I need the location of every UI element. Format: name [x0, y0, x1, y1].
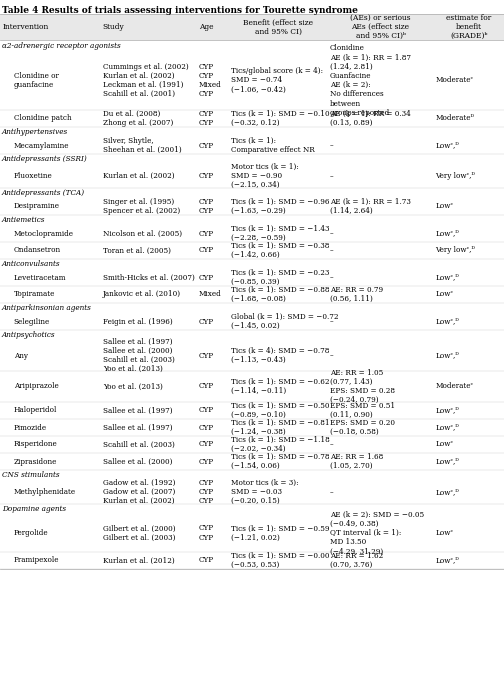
Text: Kurlan et al. (2012): Kurlan et al. (2012): [103, 557, 174, 565]
Text: CYP: CYP: [199, 383, 214, 390]
Text: CYP
CYP: CYP CYP: [199, 524, 214, 542]
Text: Fluoxetine: Fluoxetine: [14, 172, 52, 180]
Text: Lowᶜ,ᴰ: Lowᶜ,ᴰ: [435, 142, 459, 150]
Text: Tics (k = 1): SMD = −1.18
(−2.02, −0.34): Tics (k = 1): SMD = −1.18 (−2.02, −0.34): [231, 436, 330, 453]
Text: Toran et al. (2005): Toran et al. (2005): [103, 247, 171, 255]
Text: Lowᶜ,ᴰ: Lowᶜ,ᴰ: [435, 557, 459, 565]
Text: Clonidine patch: Clonidine patch: [14, 115, 71, 123]
Text: CYP: CYP: [199, 317, 214, 326]
Text: CYP: CYP: [199, 172, 214, 180]
Text: Tics (k = 1): SMD = −0.00
(−0.53, 0.53): Tics (k = 1): SMD = −0.00 (−0.53, 0.53): [231, 552, 330, 569]
Text: Lowᶜ,ᴰ: Lowᶜ,ᴰ: [435, 230, 459, 237]
Text: CYP: CYP: [199, 230, 214, 237]
Text: Sallee et al. (1997)
Sallee et al. (2000)
Scahill et al. (2003)
Yoo et al. (2013: Sallee et al. (1997) Sallee et al. (2000…: [103, 338, 175, 373]
Text: Lowᶜ: Lowᶜ: [435, 441, 454, 448]
Text: Haloperidol: Haloperidol: [14, 406, 57, 415]
Text: Tics (k = 4): SMD = −0.78
(−1.13, −0.43): Tics (k = 4): SMD = −0.78 (−1.13, −0.43): [231, 347, 330, 364]
Text: Selegiline: Selegiline: [14, 317, 50, 326]
Text: (AEs) or serious
AEs (effect size
and 95% CI)ᵇ: (AEs) or serious AEs (effect size and 95…: [350, 13, 411, 40]
Text: AE: RR = 1.62
(0.70, 3.76): AE: RR = 1.62 (0.70, 3.76): [330, 552, 383, 569]
Text: Dopamine agents: Dopamine agents: [2, 505, 66, 513]
Text: Scahill et al. (2003): Scahill et al. (2003): [103, 441, 175, 448]
Text: Lowᶜ: Lowᶜ: [435, 202, 454, 210]
Text: AE (k = 2): SMD = −0.05
(−0.49, 0.38)
QT interval (k = 1):
MD 13.50
(−4.29, 31.2: AE (k = 2): SMD = −0.05 (−0.49, 0.38) QT…: [330, 511, 424, 555]
Text: AE (k = 1): RR = 1.73
(1.14, 2.64): AE (k = 1): RR = 1.73 (1.14, 2.64): [330, 198, 410, 215]
Text: Intervention: Intervention: [3, 23, 49, 31]
Text: Metoclopramide: Metoclopramide: [14, 230, 74, 237]
Text: CYP: CYP: [199, 406, 214, 415]
Text: Lowᶜ,ᴰ: Lowᶜ,ᴰ: [435, 274, 459, 282]
Text: CYP: CYP: [199, 142, 214, 150]
Text: Mixed: Mixed: [199, 290, 221, 299]
Text: –: –: [330, 247, 333, 255]
Text: Anticonvulsants: Anticonvulsants: [2, 260, 60, 268]
Text: Antiemetics: Antiemetics: [2, 216, 45, 224]
Text: Tics (k = 1): SMD = −0.81
(−1.24, −0.38): Tics (k = 1): SMD = −0.81 (−1.24, −0.38): [231, 419, 330, 436]
Text: Clonidine or
guanfacine: Clonidine or guanfacine: [14, 72, 58, 89]
Text: CYP: CYP: [199, 557, 214, 565]
Text: Benefit (effect size
and 95% CI): Benefit (effect size and 95% CI): [243, 18, 313, 36]
Text: AE: RR = 0.79
(0.56, 1.11): AE: RR = 0.79 (0.56, 1.11): [330, 286, 383, 303]
Text: Moderateᶜ: Moderateᶜ: [435, 77, 473, 84]
Text: Motor tics (k = 3):
SMD = −0.03
(−0.20, 0.15): Motor tics (k = 3): SMD = −0.03 (−0.20, …: [231, 479, 299, 506]
Text: Singer et al. (1995)
Spencer et al. (2002): Singer et al. (1995) Spencer et al. (200…: [103, 198, 180, 215]
Text: CYP: CYP: [199, 247, 214, 255]
Text: CYP: CYP: [199, 458, 214, 466]
Text: CYP
CYP
Mixed
CYP: CYP CYP Mixed CYP: [199, 63, 221, 98]
Text: CYP
CYP: CYP CYP: [199, 198, 214, 215]
Text: Tics (k = 1): SMD = −0.96
(−1.63, −0.29): Tics (k = 1): SMD = −0.96 (−1.63, −0.29): [231, 198, 330, 215]
Text: Pergolide: Pergolide: [14, 529, 48, 537]
Text: Lowᶜ: Lowᶜ: [435, 529, 454, 537]
Text: Lowᶜ,ᴰ: Lowᶜ,ᴰ: [435, 406, 459, 415]
Text: Levetiracetam: Levetiracetam: [14, 274, 66, 282]
Text: Tics (k = 1): SMD = −0.10
(−0.32, 0.12): Tics (k = 1): SMD = −0.10 (−0.32, 0.12): [231, 110, 330, 127]
Text: Tics (k = 1): SMD = −0.23
(−0.85, 0.39): Tics (k = 1): SMD = −0.23 (−0.85, 0.39): [231, 269, 330, 286]
Text: Gilbert et al. (2000)
Gilbert et al. (2003): Gilbert et al. (2000) Gilbert et al. (20…: [103, 524, 175, 542]
Text: Sallee et al. (2000): Sallee et al. (2000): [103, 458, 172, 466]
Text: Moderateᴰ: Moderateᴰ: [435, 115, 475, 123]
Text: Very lowᶜ,ᴰ: Very lowᶜ,ᴰ: [435, 172, 475, 180]
Text: Lowᶜ,ᴰ: Lowᶜ,ᴰ: [435, 317, 459, 326]
Text: –: –: [330, 274, 333, 282]
Text: CYP: CYP: [199, 274, 214, 282]
Text: α2-adrenergic receptor agonists: α2-adrenergic receptor agonists: [2, 42, 121, 50]
Text: Lowᶜ,ᴰ: Lowᶜ,ᴰ: [435, 423, 459, 431]
Text: AE (k = 1): RR = 0.34
(0.13, 0.89): AE (k = 1): RR = 0.34 (0.13, 0.89): [330, 110, 410, 127]
Text: CNS stimulants: CNS stimulants: [2, 471, 59, 479]
Text: Lowᶜ,ᴰ: Lowᶜ,ᴰ: [435, 458, 459, 466]
Text: Jankovic et al. (2010): Jankovic et al. (2010): [103, 290, 181, 299]
Text: EPS: SMD = 0.51
(0.11, 0.90): EPS: SMD = 0.51 (0.11, 0.90): [330, 402, 395, 419]
Text: Tics (k = 1): SMD = −0.62
(−1.14, −0.11): Tics (k = 1): SMD = −0.62 (−1.14, −0.11): [231, 378, 330, 395]
Text: Tics (k = 1): SMD = −0.78
(−1.54, 0.06): Tics (k = 1): SMD = −0.78 (−1.54, 0.06): [231, 453, 330, 470]
Text: estimate for
benefit
(GRADE)ᵇ: estimate for benefit (GRADE)ᵇ: [446, 13, 491, 40]
Text: Age: Age: [199, 23, 213, 31]
Text: Tics/global score (k = 4):
SMD = −0.74
(−1.06, −0.42): Tics/global score (k = 4): SMD = −0.74 (…: [231, 67, 324, 94]
Text: Lowᶜ: Lowᶜ: [435, 290, 454, 299]
Text: Tics (k = 1):
Comparative effect NR: Tics (k = 1): Comparative effect NR: [231, 137, 315, 154]
Text: Sallee et al. (1997): Sallee et al. (1997): [103, 423, 172, 431]
Text: Moderateᶜ: Moderateᶜ: [435, 383, 473, 390]
Text: Desipramine: Desipramine: [14, 202, 59, 210]
Text: Tics (k = 1): SMD = −0.88
(−1.68, −0.08): Tics (k = 1): SMD = −0.88 (−1.68, −0.08): [231, 286, 330, 303]
Text: Tics (k = 1): SMD = −0.50
(−0.89, −0.10): Tics (k = 1): SMD = −0.50 (−0.89, −0.10): [231, 402, 330, 419]
Text: CYP
CYP
CYP: CYP CYP CYP: [199, 479, 214, 506]
Text: Tics (k = 1): SMD = −0.59
(−1.21, 0.02): Tics (k = 1): SMD = −0.59 (−1.21, 0.02): [231, 524, 330, 542]
Text: AE: RR = 1.68
(1.05, 2.70): AE: RR = 1.68 (1.05, 2.70): [330, 453, 383, 470]
Text: Antipsychotics: Antipsychotics: [2, 331, 55, 339]
Text: Very lowᶜ,ᴰ: Very lowᶜ,ᴰ: [435, 247, 475, 255]
Text: Pramipexole: Pramipexole: [14, 557, 59, 565]
Text: –: –: [330, 142, 333, 150]
Text: Any: Any: [14, 352, 28, 359]
Text: Tics (k = 1): SMD = −1.43
(−2.28, −0.59): Tics (k = 1): SMD = −1.43 (−2.28, −0.59): [231, 225, 330, 242]
Text: CYP: CYP: [199, 441, 214, 448]
Text: Methylphenidate: Methylphenidate: [14, 488, 76, 496]
Text: Ziprasidone: Ziprasidone: [14, 458, 57, 466]
Text: Feigin et al. (1996): Feigin et al. (1996): [103, 317, 172, 326]
Text: Silver, Shytle,
Sheehan et al. (2001): Silver, Shytle, Sheehan et al. (2001): [103, 137, 181, 154]
Text: Sallee et al. (1997): Sallee et al. (1997): [103, 406, 172, 415]
Text: AE: RR = 1.05
(0.77, 1.43)
EPS: SMD = 0.28
(−0.24, 0.79): AE: RR = 1.05 (0.77, 1.43) EPS: SMD = 0.…: [330, 369, 395, 404]
Text: Antihypertensives: Antihypertensives: [2, 128, 68, 136]
Text: Kurlan et al. (2002): Kurlan et al. (2002): [103, 172, 174, 180]
Text: CYP: CYP: [199, 352, 214, 359]
Text: Motor tics (k = 1):
SMD = −0.90
(−2.15, 0.34): Motor tics (k = 1): SMD = −0.90 (−2.15, …: [231, 163, 299, 189]
